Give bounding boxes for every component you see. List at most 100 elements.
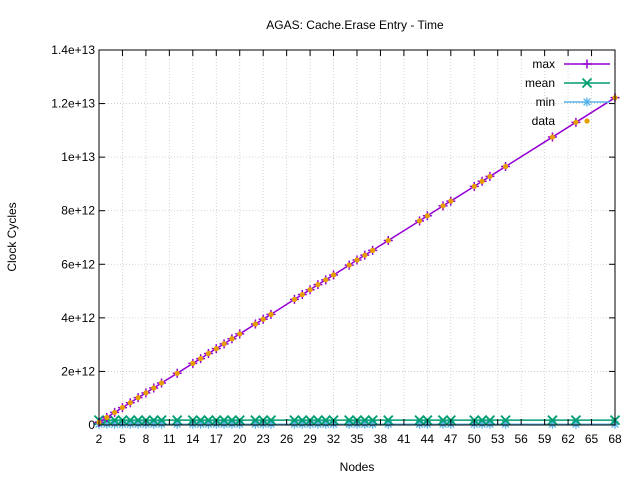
legend-marker-max [582,59,592,69]
data-point-data [346,262,352,268]
x-tick-label: 14 [186,432,200,446]
x-tick-label: 59 [538,432,552,446]
data-point-min [368,419,378,429]
data-point-min [266,419,276,429]
x-tick-label: 5 [119,432,126,446]
x-tick-label: 47 [444,432,458,446]
x-tick-label: 11 [163,432,176,446]
data-point-mean [289,415,300,426]
data-point-data [127,400,133,406]
data-point-min [313,419,323,429]
data-point-data [190,360,196,366]
data-point-min [547,419,557,429]
x-tick-label: 20 [233,432,247,446]
data-point-data [385,237,391,244]
data-point-min [383,419,393,429]
data-point-data [307,287,313,293]
x-tick-label: 62 [561,432,575,446]
data-point-min [157,419,167,429]
series-data [96,95,618,425]
data-point-min [360,419,370,429]
data-point-data [252,321,258,327]
data-point-mean [203,415,214,426]
y-tick-label: 1.4e+13 [51,43,95,57]
data-point-data [198,355,204,362]
y-tick-label: 1e+13 [61,150,95,164]
data-point-mean [148,415,159,426]
x-tick-label: 17 [210,432,224,446]
data-point-data [354,257,360,263]
data-point-data [549,134,556,140]
y-tick-label: 2e+12 [61,364,95,378]
data-point-min [415,419,425,429]
data-point-data [448,198,454,204]
data-point-min [477,419,487,429]
legend: max mean min data [525,57,610,128]
data-point-mean [414,415,425,426]
data-point-mean [476,415,488,426]
data-point-mean [195,415,206,426]
data-point-mean [218,415,230,426]
data-point-mean [226,415,238,426]
x-tick-label: 2 [96,432,103,446]
data-point-data [158,380,165,386]
data-point-min [321,419,331,429]
data-point-min [344,419,354,429]
x-tick-label: 65 [585,432,599,446]
data-point-min [289,419,299,429]
data-point-data [487,173,493,180]
data-point-data [151,385,157,391]
data-point-data [268,311,274,317]
x-tick-label: 53 [491,432,505,446]
y-tick-label: 0 [88,418,95,432]
data-point-data [291,296,298,302]
data-point-min [110,419,120,429]
data-point-data [330,272,337,278]
data-point-min [250,419,260,429]
data-point-min [149,419,159,429]
y-tick-label: 6e+12 [61,257,95,271]
legend-marker-min [582,97,592,107]
data-point-mean [359,415,370,426]
data-point-mean [547,415,558,426]
chart-title: AGAS: Cache.Erase Entry - Time [266,18,444,32]
x-tick-label: 38 [374,432,388,446]
data-point-data [479,178,485,184]
legend-label-mean: mean [525,76,555,90]
series-layer [93,93,621,429]
data-point-data [260,316,266,322]
data-point-data [237,331,243,337]
x-tick-label: 26 [280,432,294,446]
data-point-data [440,203,446,209]
data-point-mean [570,415,582,426]
data-point-data [229,336,235,342]
x-tick-label: 44 [421,432,435,446]
data-point-data [471,183,477,189]
data-point-mean [250,415,261,426]
data-point-mean [132,415,144,426]
data-point-data [573,119,579,125]
legend-marker-mean [581,77,593,89]
data-point-data [221,341,227,347]
data-point-min [125,419,135,429]
legend-marker-data [584,118,590,124]
y-tick-label: 4e+12 [61,311,95,325]
x-tick-label: 8 [143,432,150,446]
data-point-data [315,282,321,288]
data-point-mean [484,415,496,426]
data-point-data [323,277,329,283]
data-point-mean [500,415,511,426]
legend-label-data: data [532,114,556,128]
data-point-data [370,247,376,253]
x-tick-label: 41 [397,432,411,446]
data-point-mean [344,415,355,426]
legend-label-max: max [532,57,555,71]
data-point-data [119,404,126,411]
x-tick-label: 35 [350,432,364,446]
data-point-data [502,163,509,170]
axes: 2 5 8 11 14 17 20 23 26 29 32 35 38 41 44 47 50 53 56 59 62 6… [51,43,622,446]
data-point-mean [320,415,331,426]
data-point-data [362,252,368,258]
data-point-data [112,409,118,416]
data-point-data [424,213,430,219]
